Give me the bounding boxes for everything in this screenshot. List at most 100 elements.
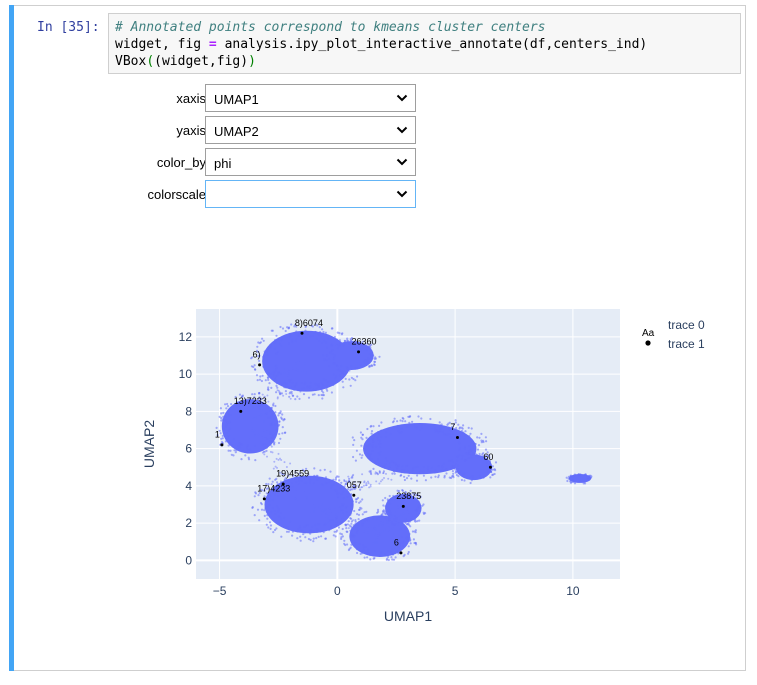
scatter-point [406, 508, 409, 511]
scatter-point [369, 553, 372, 557]
scatter-point [375, 480, 378, 483]
scatter-point [325, 516, 328, 519]
scatter-point [460, 458, 463, 461]
scatter-point [360, 486, 363, 489]
scatter-point [260, 404, 263, 406]
scatter-point [387, 558, 390, 562]
scatter-point [388, 526, 391, 529]
scatter-point [366, 444, 369, 447]
scatter-point [325, 512, 327, 515]
scatter-point [381, 523, 384, 526]
scatter-point [267, 400, 270, 403]
code-editor[interactable]: # Annotated points correspond to kmeans … [108, 13, 741, 74]
scatter-point [409, 520, 412, 523]
scatter-point [263, 350, 266, 353]
scatter-point [391, 553, 395, 556]
scatter-point [392, 469, 395, 472]
scatter-point [457, 471, 460, 475]
scatter-point [332, 383, 335, 387]
scatter-point [254, 492, 258, 495]
scatter-point [281, 473, 284, 476]
scatter-point [489, 470, 492, 473]
scatter-point [393, 518, 396, 521]
scatter-point [227, 449, 230, 452]
scatter-point [263, 420, 265, 423]
scatter-point [377, 536, 380, 539]
color-by-label: color_by [156, 155, 206, 170]
scatter-point [249, 448, 252, 451]
scatter-point [261, 436, 264, 439]
scatter-point [318, 339, 321, 342]
scatter-point [400, 513, 403, 516]
scatter-point [470, 427, 473, 430]
legend-item-trace1[interactable]: trace 1 [668, 337, 705, 351]
scatter-point [277, 458, 280, 461]
scatter-point [448, 428, 451, 431]
scatter-point [384, 505, 387, 508]
scatter-point [310, 369, 313, 372]
scatter-point [280, 392, 283, 395]
scatter-point [302, 509, 305, 512]
color-by-dropdown[interactable]: phi [205, 148, 416, 176]
scatter-point [370, 457, 373, 460]
legend[interactable]: Aa trace 0 trace 1 [642, 318, 705, 351]
scatter-point [356, 523, 359, 526]
scatter-point [401, 541, 404, 544]
scatter-point [321, 341, 324, 344]
scatter-point [285, 466, 288, 468]
scatter-point [271, 499, 274, 502]
scatter-point [354, 541, 357, 544]
colorscale-dropdown[interactable] [205, 180, 416, 208]
scatter-point [491, 468, 494, 471]
scatter-point [289, 334, 293, 337]
scatter-point [256, 405, 259, 408]
scatter-point [280, 416, 283, 419]
scatter-point [354, 379, 357, 382]
scatter-point [369, 483, 372, 486]
scatter-point [312, 530, 315, 533]
scatter-point [334, 535, 337, 538]
scatter-point [336, 495, 340, 498]
scatter-point [383, 467, 386, 469]
scatter-point [293, 389, 296, 391]
scatter-point [368, 486, 371, 489]
scatter-point [389, 465, 392, 468]
scatter-point [411, 420, 414, 423]
scatter-point [462, 431, 465, 434]
scatter-point [330, 508, 333, 510]
scatter-point [265, 482, 268, 486]
scatter-point [224, 403, 227, 406]
scatter-point [287, 485, 291, 488]
scatter-point [229, 449, 232, 452]
yaxis-dropdown[interactable]: UMAP2 [205, 116, 416, 144]
scatter-point [242, 449, 245, 452]
scatter-point [304, 371, 307, 374]
scatter-point [374, 527, 377, 530]
scatter-point [489, 476, 492, 479]
scatter-point [275, 477, 278, 480]
scatter-point [295, 338, 298, 341]
y-tick-label: 10 [179, 367, 193, 381]
legend-item-trace0[interactable]: trace 0 [668, 318, 705, 332]
scatter-point [326, 482, 329, 485]
scatter-point [264, 379, 267, 382]
center-marker [352, 493, 356, 497]
scatter-point [399, 548, 402, 551]
scatter-point [417, 500, 420, 503]
scatter-point [470, 479, 473, 482]
scatter-point [321, 509, 324, 512]
scatter-point [267, 372, 270, 375]
scatter-point [452, 472, 455, 475]
scatter-point [272, 370, 275, 373]
scatter-point [393, 523, 396, 526]
scatter-point [392, 469, 395, 472]
scatter-point [282, 394, 285, 397]
scatter-point [393, 547, 396, 550]
scatter-point [255, 450, 258, 453]
scatter-point [378, 355, 381, 358]
scatter-point [328, 357, 331, 360]
xaxis-dropdown[interactable]: UMAP1 [205, 84, 416, 112]
x-tick-label: 10 [566, 584, 580, 598]
scatter-point [251, 402, 254, 405]
